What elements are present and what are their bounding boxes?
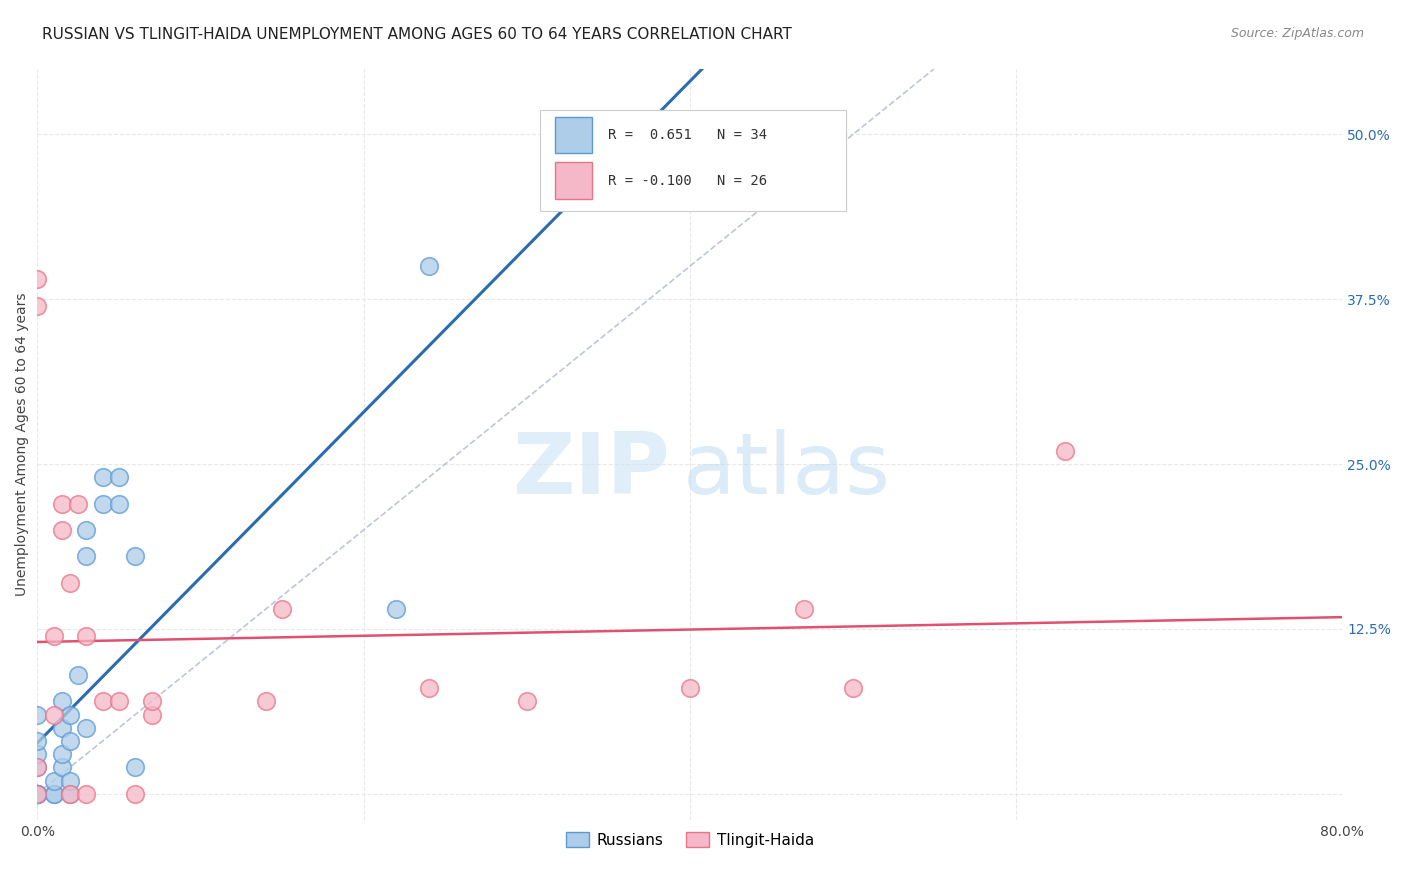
Bar bbox=[555, 118, 592, 153]
Text: Source: ZipAtlas.com: Source: ZipAtlas.com bbox=[1230, 27, 1364, 40]
Point bbox=[51, 694, 73, 708]
Point bbox=[27, 272, 49, 286]
Point bbox=[59, 787, 82, 801]
Point bbox=[1053, 443, 1076, 458]
Text: R = -0.100   N = 26: R = -0.100 N = 26 bbox=[607, 174, 766, 187]
Point bbox=[108, 694, 131, 708]
Point bbox=[51, 523, 73, 537]
Point bbox=[27, 707, 49, 722]
FancyBboxPatch shape bbox=[540, 110, 846, 211]
Point bbox=[42, 787, 65, 801]
Point bbox=[385, 602, 408, 616]
Point bbox=[516, 694, 538, 708]
Y-axis label: Unemployment Among Ages 60 to 64 years: Unemployment Among Ages 60 to 64 years bbox=[15, 293, 30, 596]
Point bbox=[124, 549, 146, 564]
Point bbox=[67, 497, 90, 511]
Point bbox=[59, 773, 82, 788]
Point bbox=[27, 787, 49, 801]
Point bbox=[67, 668, 90, 682]
Point bbox=[51, 760, 73, 774]
Point bbox=[75, 523, 97, 537]
Point bbox=[27, 787, 49, 801]
Point bbox=[51, 721, 73, 735]
Point bbox=[27, 787, 49, 801]
Point bbox=[27, 299, 49, 313]
Point bbox=[793, 602, 815, 616]
Point bbox=[27, 787, 49, 801]
Point bbox=[75, 721, 97, 735]
Point bbox=[254, 694, 277, 708]
Point bbox=[27, 787, 49, 801]
Point bbox=[42, 773, 65, 788]
Point bbox=[42, 707, 65, 722]
Point bbox=[842, 681, 865, 696]
Point bbox=[59, 787, 82, 801]
Point bbox=[51, 497, 73, 511]
Point bbox=[27, 787, 49, 801]
Bar bbox=[555, 162, 592, 199]
Text: R =  0.651   N = 34: R = 0.651 N = 34 bbox=[607, 128, 766, 143]
Text: ZIP: ZIP bbox=[512, 429, 671, 512]
Point bbox=[418, 681, 440, 696]
Point bbox=[75, 628, 97, 642]
Point bbox=[91, 497, 114, 511]
Point bbox=[59, 707, 82, 722]
Point bbox=[27, 734, 49, 748]
Point bbox=[141, 694, 163, 708]
Text: RUSSIAN VS TLINGIT-HAIDA UNEMPLOYMENT AMONG AGES 60 TO 64 YEARS CORRELATION CHAR: RUSSIAN VS TLINGIT-HAIDA UNEMPLOYMENT AM… bbox=[42, 27, 792, 42]
Text: atlas: atlas bbox=[683, 429, 891, 512]
Point bbox=[108, 470, 131, 484]
Point bbox=[27, 760, 49, 774]
Point bbox=[271, 602, 294, 616]
Point bbox=[124, 787, 146, 801]
Point bbox=[91, 470, 114, 484]
Point bbox=[141, 707, 163, 722]
Point bbox=[59, 734, 82, 748]
Point bbox=[27, 787, 49, 801]
Point bbox=[42, 787, 65, 801]
Point bbox=[108, 497, 131, 511]
Point bbox=[679, 681, 702, 696]
Point bbox=[91, 694, 114, 708]
Point bbox=[418, 260, 440, 274]
Point bbox=[75, 787, 97, 801]
Point bbox=[27, 787, 49, 801]
Point bbox=[124, 760, 146, 774]
Point bbox=[75, 549, 97, 564]
Legend: Russians, Tlingit-Haida: Russians, Tlingit-Haida bbox=[560, 826, 820, 854]
Point bbox=[42, 628, 65, 642]
Point bbox=[27, 760, 49, 774]
Point bbox=[27, 747, 49, 761]
Point bbox=[51, 747, 73, 761]
Point bbox=[59, 575, 82, 590]
